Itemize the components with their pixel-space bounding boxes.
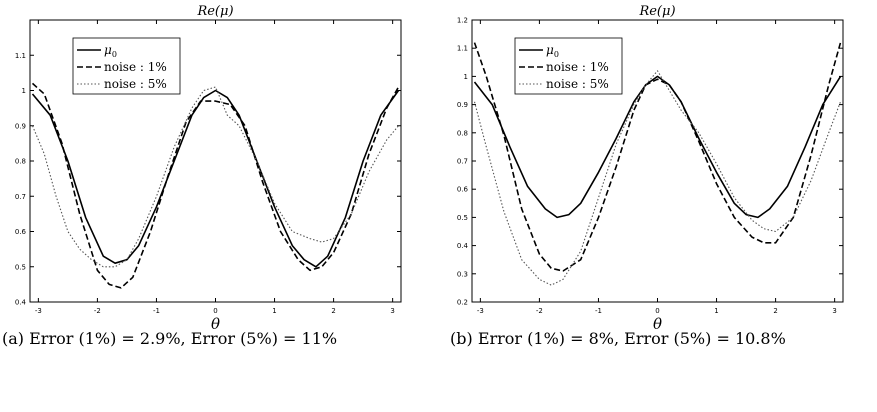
x-tick-label: 3 (390, 307, 394, 315)
legend-box (72, 37, 181, 95)
legend-label: noise : 5% (546, 77, 609, 91)
legend-label: μ0 (104, 43, 117, 59)
x-tick-label: 0 (655, 307, 659, 315)
y-tick-label: 0.3 (457, 270, 468, 278)
series-line-solid (31, 89, 400, 268)
x-tick-label: -1 (595, 307, 602, 315)
x-tick-label: 1 (714, 307, 718, 315)
x-axis-label: θ (211, 315, 220, 333)
series-line-solid (473, 75, 842, 219)
y-tick-label: 0.9 (457, 101, 468, 109)
y-tick-label: 0.9 (15, 122, 26, 130)
y-tick-label: 0.5 (457, 214, 468, 222)
x-tick-label: -2 (536, 307, 543, 315)
caption-a: (a) Error (1%) = 2.9%, Error (5%) = 11% (2, 329, 338, 348)
y-tick-label: 0.4 (15, 299, 27, 307)
x-axis-label: θ (653, 315, 662, 333)
x-tick-label: 3 (832, 307, 836, 315)
y-tick-label: 0.4 (457, 242, 469, 250)
y-tick-label: 1.1 (15, 52, 26, 60)
y-tick-label: 1 (22, 87, 26, 95)
series-line-dashed (31, 82, 400, 289)
chart-title: Re(μ) (638, 4, 675, 19)
y-tick-label: 0.2 (457, 299, 468, 307)
x-tick-label: -1 (153, 307, 160, 315)
x-tick-label: 1 (272, 307, 276, 315)
x-tick-label: 0 (213, 307, 217, 315)
chart-a: Re(μ) -3 -2 -1 0 1 2 3 0.4 0.5 0.6 0.7 0.8 0.9 1 1.1 θ μ0… (15, 4, 402, 333)
y-tick-label: 1 (464, 73, 468, 81)
x-tick-label: -3 (35, 307, 42, 315)
y-tick-label: 0.5 (15, 263, 26, 271)
legend-box (514, 37, 623, 95)
y-tick-label: 1.1 (457, 45, 468, 53)
chart-title: Re(μ) (196, 4, 233, 19)
legend-label: μ0 (546, 43, 559, 59)
x-tick-label: -3 (477, 307, 484, 315)
legend-label: noise : 1% (104, 60, 167, 74)
series-line-dotted (473, 70, 842, 286)
y-tick-label: 0.8 (457, 129, 468, 137)
panel-b: Re(μ) -3 -2 -1 0 1 2 3 0.2 0.3 0.4 0.5 0.6 0.7 0.8 0.9 1… (440, 0, 877, 412)
y-tick-label: 0.8 (15, 158, 26, 166)
series-line-dotted (31, 86, 399, 268)
y-tick-label: 0.6 (15, 228, 27, 236)
legend-label: noise : 1% (546, 60, 609, 74)
x-tick-label: 2 (331, 307, 335, 315)
y-tick-label: 0.6 (457, 186, 469, 194)
panel-a: Re(μ) -3 -2 -1 0 1 2 3 0.4 0.5 0.6 0.7 0.8 0.9 1 1.1 θ μ0… (0, 0, 430, 412)
y-tick-label: 0.7 (15, 193, 26, 201)
legend-label: noise : 5% (104, 77, 167, 91)
x-tick-label: 2 (773, 307, 777, 315)
y-tick-label: 0.7 (457, 158, 468, 166)
x-tick-label: -2 (94, 307, 101, 315)
caption-b: (b) Error (1%) = 8%, Error (5%) = 10.8% (450, 329, 786, 348)
chart-b: Re(μ) -3 -2 -1 0 1 2 3 0.2 0.3 0.4 0.5 0.6 0.7 0.8 0.9 1… (457, 4, 844, 333)
y-tick-label: 1.2 (457, 17, 468, 25)
series-line-dashed (473, 42, 842, 272)
